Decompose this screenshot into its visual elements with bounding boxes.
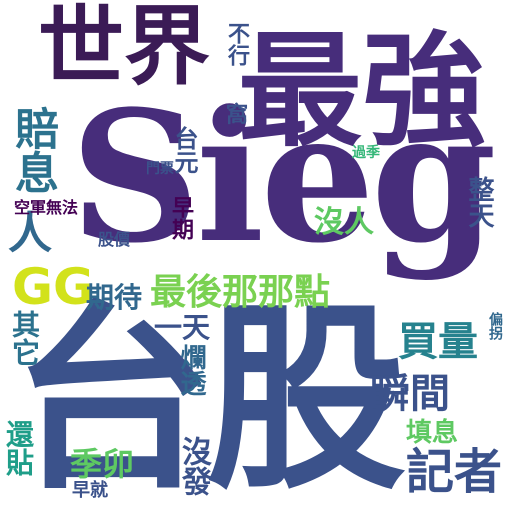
word-jizhe: 記者 [406, 444, 503, 500]
word-meiren: 沒人 [314, 205, 374, 240]
word-shunjian: 瞬間 [370, 370, 450, 417]
word-menpiao: 門票 [146, 161, 174, 177]
word-gujia: 股價 [98, 230, 131, 249]
word-qita: 其它 [8, 310, 41, 366]
word-taigu: 台股 [12, 282, 406, 512]
word-mailiang: 買量 [398, 318, 478, 365]
word-jimao: 季卯 [70, 445, 135, 483]
word-zhengtian: 整天 [464, 176, 494, 228]
word-qidai: 期待 [86, 281, 143, 314]
word-piange: 偏拐 [487, 312, 503, 340]
word-zuihou: 最後那那點 [150, 271, 331, 313]
word-zuiqiang: 最強 [238, 19, 487, 164]
word-guoji: 過季 [352, 145, 380, 161]
word-lantou: 爛透 [176, 344, 206, 396]
word-zaoqi: 早期 [168, 196, 194, 240]
word-huantie: 還貼 [2, 420, 35, 476]
word-zaojiu: 早就 [72, 480, 108, 501]
word-yitian: 一天 [154, 311, 211, 344]
word-ren: 人 [8, 208, 52, 259]
word-meifa: 沒發 [176, 436, 211, 496]
word-kongjun: 空軍無法 [14, 198, 79, 217]
word-buxing: 不行 [224, 22, 250, 66]
word-shijie: 世界 [38, 0, 210, 97]
word-wo: 窩 [226, 102, 249, 128]
word-taiyuan: 台元 [170, 126, 199, 174]
word-tianxi: 填息 [406, 418, 459, 448]
word-sieg: Sieg [70, 72, 497, 283]
word-peixi: 賠息 [7, 106, 58, 194]
word-gg: GG [12, 258, 95, 316]
